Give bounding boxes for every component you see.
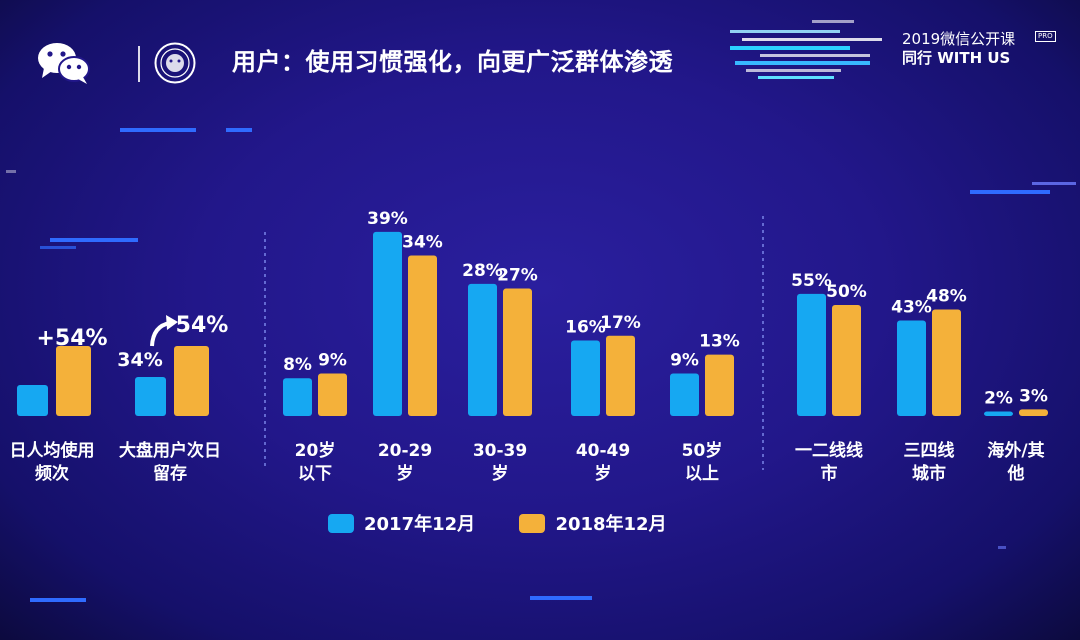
bar-age-3-2017 [468,283,497,416]
category-label-age-4-line-2: 岁 [595,463,612,484]
wechat-logo-icon [38,43,90,84]
legend-swatch-2018 [519,514,546,533]
value-label-city-2-2018: 48% [926,286,967,306]
bar-usage-1-2017 [17,385,48,416]
bar-city-1-2017 [797,293,826,416]
category-label-age-4-line-1: 40-49 [576,441,630,461]
category-label-age-2-line-2: 岁 [397,463,414,484]
value-label-city-3-2018: 3% [1019,386,1048,406]
bar-age-3-2018 [503,288,532,416]
brand-badge: 2019微信公开课 PRO 同行 WITH US [902,30,1056,68]
legend-label-2018: 2018年12月 [555,514,667,535]
value-label-age-1-2017: 8% [283,355,312,375]
bar-age-4-2017 [571,340,600,416]
category-label-age-5-line-1: 50岁 [682,440,723,461]
category-label-city-2-line-1: 三四线 [904,440,955,461]
brand-event-name: 2019微信公开课 [902,30,1016,48]
growth-label-retention: 54% [176,313,229,338]
bar-city-3-2018 [1019,409,1048,416]
category-label-age-3-line-1: 30-39 [473,441,527,461]
category-label-usage-2-line-1: 大盘用户次日 [119,440,221,461]
value-label-age-1-2018: 9% [318,351,347,371]
bar-age-5-2018 [705,354,734,416]
value-label-city-2-2017: 43% [891,298,932,318]
value-label-city-1-2018: 50% [826,282,867,302]
value-label-age-2-2018: 34% [402,233,443,253]
bar-city-2-2017 [897,320,926,416]
category-label-age-5-line-2: 以上 [685,464,719,484]
category-label-city-2-line-2: 城市 [912,463,946,484]
value-label-city-1-2017: 55% [791,271,832,291]
slide-title: 用户：使用习惯强化，向更广泛群体渗透 [232,48,673,76]
growth-label-frequency: +54% [36,326,107,351]
category-label-age-1-line-1: 20岁 [295,440,336,461]
value-label-age-4-2018: 17% [600,313,641,333]
retention-2017-label: 34% [117,349,162,371]
bar-age-4-2018 [606,335,635,416]
bar-usage-2-2017 [135,377,166,416]
category-label-age-3-line-2: 岁 [492,463,509,484]
category-label-city-3-line-1: 海外/其 [987,440,1044,461]
legend-label-2017: 2017年12月 [364,514,476,535]
bar-age-1-2018 [318,373,347,416]
bar-usage-1-2018 [56,346,91,416]
category-label-usage-2-line-2: 留存 [153,463,187,484]
brand-slogan: 同行 WITH US [902,49,1011,67]
category-label-usage-1-line-1: 日人均使用 [10,440,95,461]
bar-city-2-2018 [932,309,961,416]
category-label-age-1-line-2: 以下 [298,464,332,484]
brand-tag: PRO [1035,31,1056,42]
bar-age-1-2017 [283,378,312,416]
value-label-age-5-2018: 13% [699,332,740,352]
value-label-age-4-2017: 16% [565,317,606,337]
value-label-city-3-2017: 2% [984,389,1013,409]
bar-city-3-2017 [984,411,1013,416]
bar-usage-2-2018 [174,346,209,416]
value-label-age-3-2018: 27% [497,266,538,286]
chart-legend: 2017年12月 2018年12月 [328,510,705,536]
header-divider [138,46,140,82]
category-label-usage-1-line-2: 频次 [35,463,69,484]
seal-icon [154,42,196,84]
category-label-city-3-line-2: 他 [1007,463,1025,484]
bar-age-2-2018 [408,255,437,416]
legend-swatch-2017 [328,514,354,533]
legend-item-2017: 2017年12月 [328,510,475,536]
value-label-age-2-2017: 39% [367,209,408,229]
value-label-age-5-2017: 9% [670,351,699,371]
category-label-city-1-line-2: 市 [821,463,838,484]
bar-age-2-2017 [373,231,402,416]
category-label-age-2-line-1: 20-29 [378,441,432,461]
curved-arrow-icon-head [166,315,178,330]
category-label-city-1-line-1: 一二线线 [795,440,863,461]
legend-item-2018: 2018年12月 [519,510,667,536]
bar-city-1-2018 [832,305,861,416]
value-label-age-3-2017: 28% [462,261,503,281]
bar-age-5-2017 [670,373,699,416]
